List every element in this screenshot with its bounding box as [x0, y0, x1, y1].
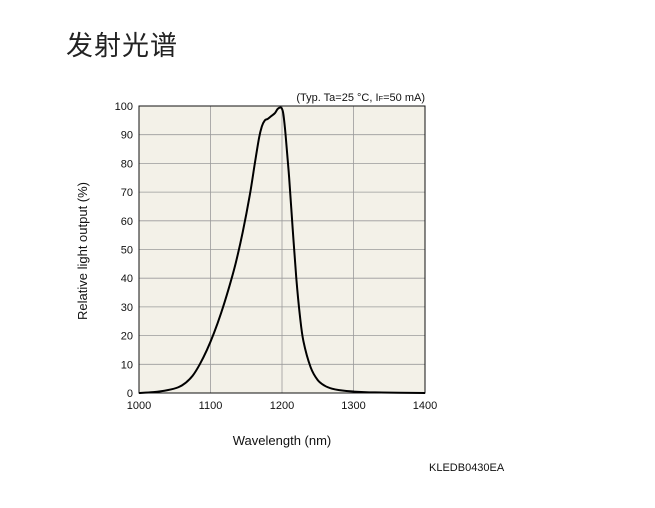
y-tick-label: 60	[121, 216, 133, 228]
y-axis-title: Relative light output (%)	[75, 182, 90, 320]
y-tick-label: 0	[127, 388, 133, 400]
x-tick-label: 1400	[413, 400, 437, 412]
y-tick-label: 30	[121, 302, 133, 314]
x-tick-label: 1200	[270, 400, 294, 412]
plot-frame	[138, 105, 426, 394]
y-tick-label: 100	[115, 101, 133, 113]
x-tick-label: 1100	[199, 400, 223, 412]
figure-code: KLEDB0430EA	[429, 462, 505, 474]
x-tick-label: 1300	[341, 400, 365, 412]
page-title: 发射光谱	[66, 31, 178, 62]
y-tick-label: 40	[121, 273, 133, 285]
y-tick-label: 50	[121, 245, 133, 257]
x-axis-title: Wavelength (nm)	[233, 433, 332, 448]
x-tick-label: 1000	[127, 400, 151, 412]
y-tick-label: 70	[121, 187, 133, 199]
y-tick-label: 20	[121, 331, 133, 343]
spectrum-line-0	[138, 106, 426, 394]
conditions-label: (Typ. Ta=25 °C, IF=50 mA)	[296, 92, 425, 104]
y-tick-label: 10	[121, 359, 133, 371]
y-tick-label: 80	[121, 158, 133, 170]
y-tick-label: 90	[121, 130, 133, 142]
